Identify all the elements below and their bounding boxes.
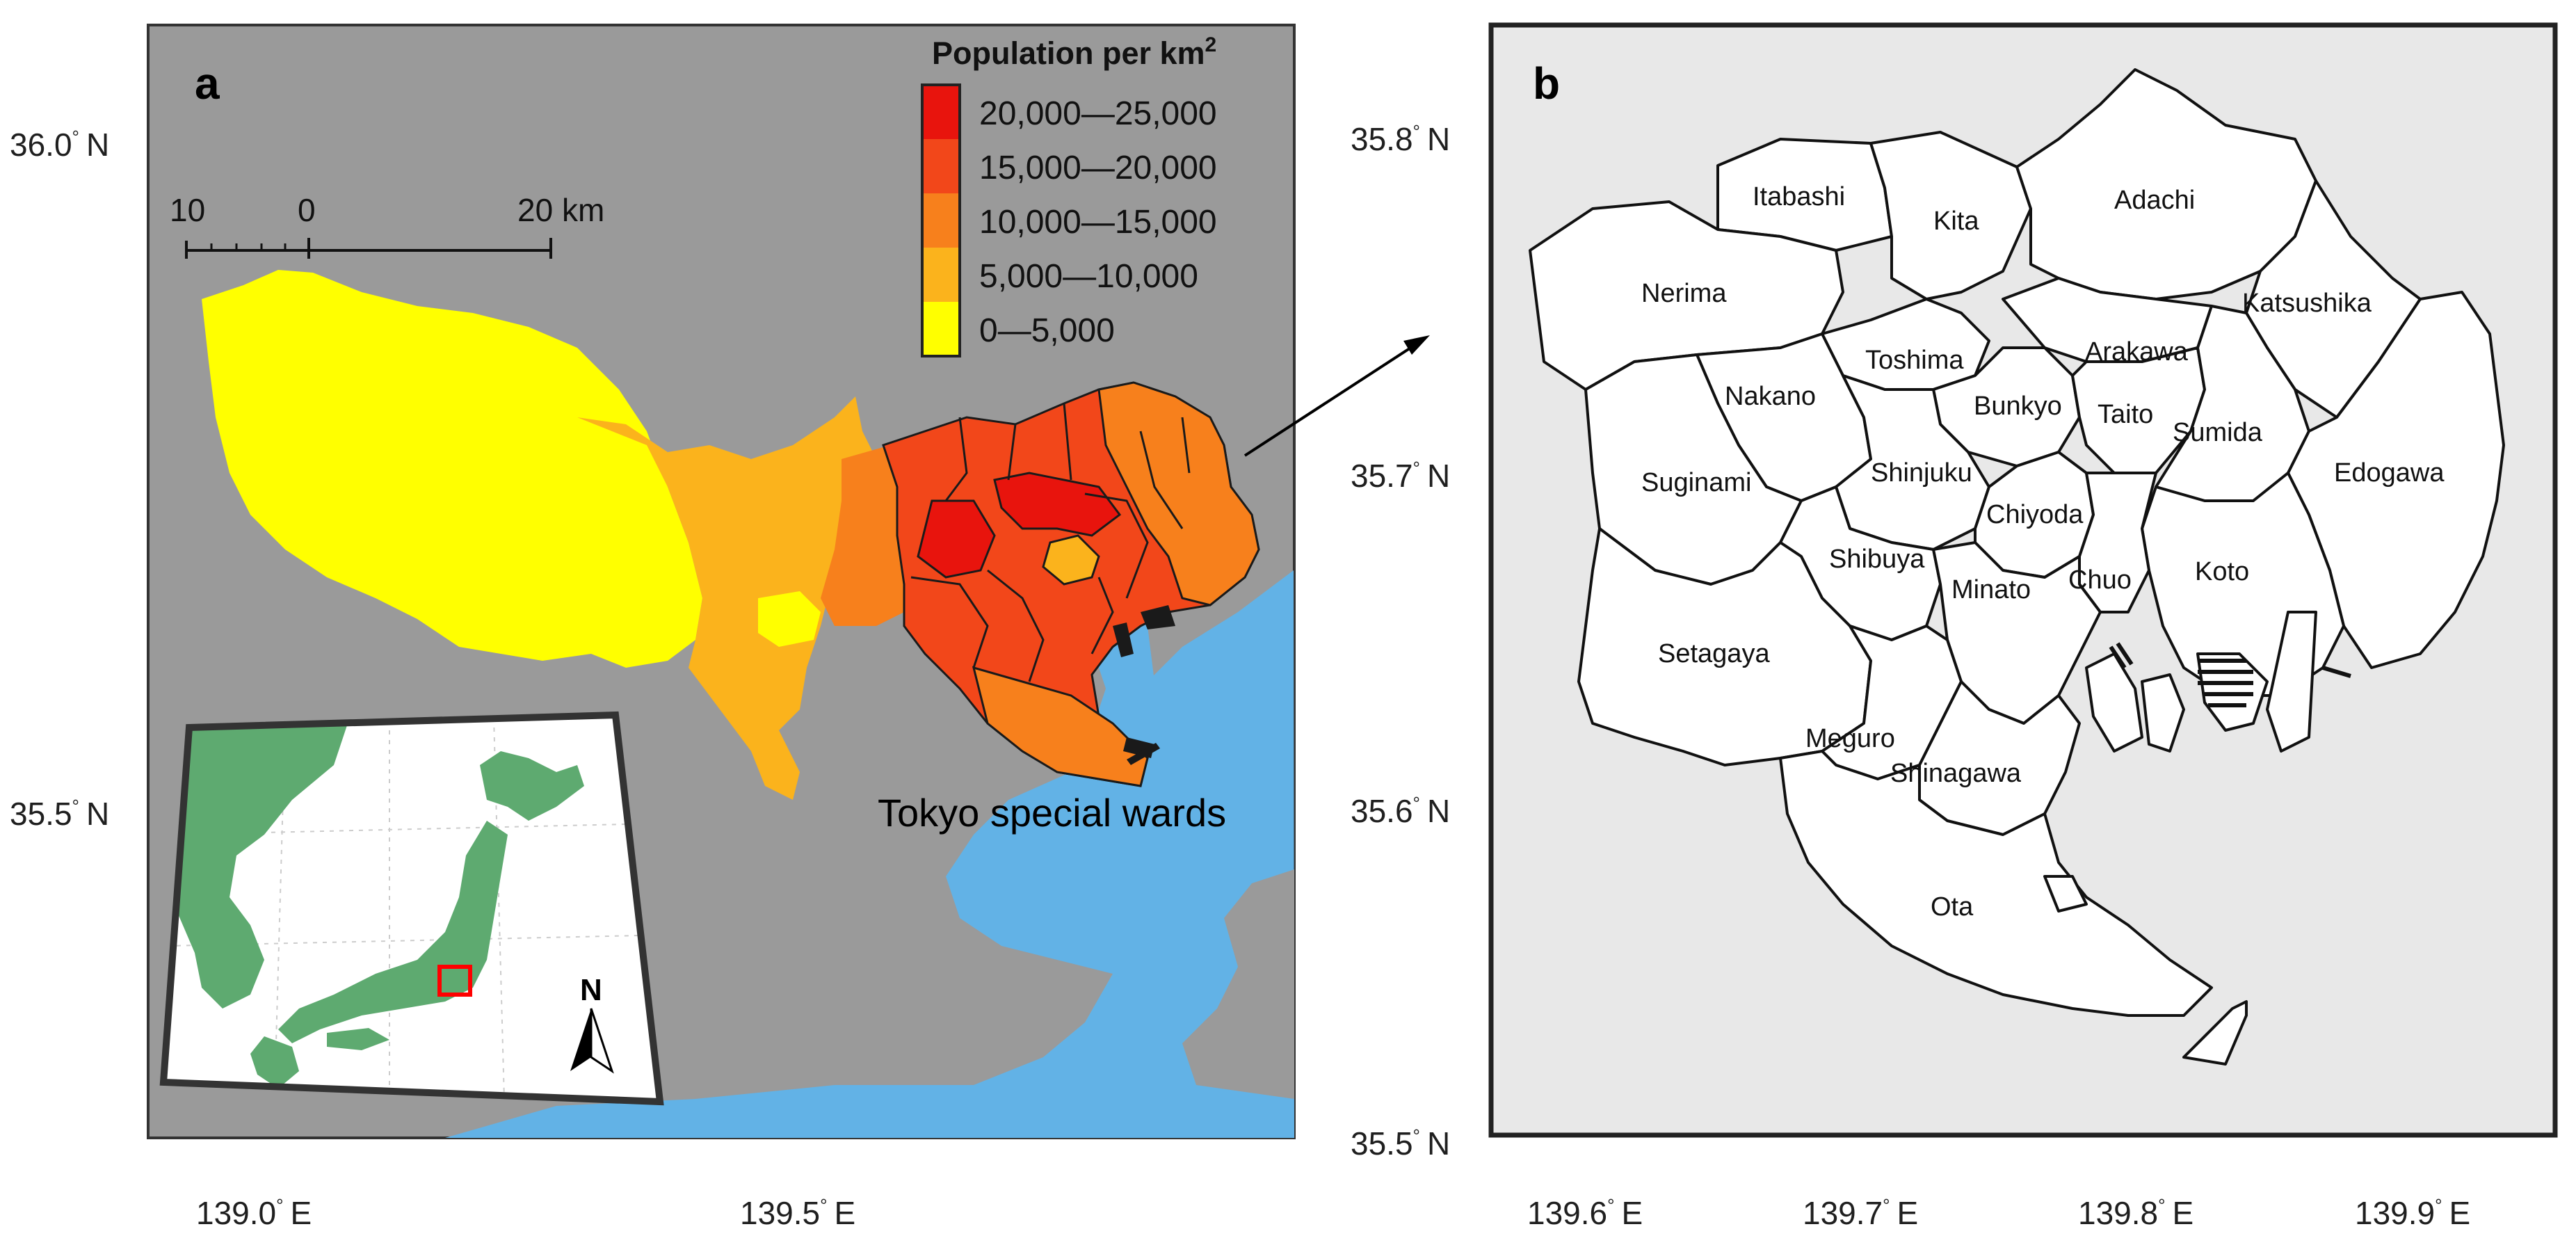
ward-label-taito: Taito — [2098, 400, 2153, 429]
lon-label-b-139-6: 139.6° E — [1527, 1195, 1643, 1231]
ward-label-suginami: Suginami — [1641, 468, 1751, 497]
japan-inset: N — [159, 711, 664, 1106]
legend-swatch — [922, 139, 960, 193]
legend-class-label: 20,000—25,000 — [979, 95, 1217, 132]
scale-bar-left-label: 10 — [170, 192, 205, 228]
tama-middle-region — [577, 396, 876, 800]
ward-label-setagaya: Setagaya — [1658, 639, 1770, 668]
chiyoda-yellow — [1042, 534, 1100, 586]
ward-label-minato: Minato — [1951, 575, 2031, 604]
inset-korea-china — [163, 723, 348, 1009]
inset-frame — [159, 711, 664, 1106]
legend-colorbar-frame — [921, 83, 961, 358]
wards-east-orange — [1097, 381, 1260, 607]
ward-label-koto: Koto — [2195, 557, 2249, 586]
callout-tokyo-special-wards: Tokyo special wards — [878, 791, 1226, 835]
scale-bar-zero-label: 0 — [298, 192, 316, 228]
landfill-island-5 — [2182, 1000, 2248, 1066]
legend-swatch — [922, 85, 960, 139]
bay-barrier — [1127, 743, 1160, 765]
inset-shikoku — [327, 1028, 389, 1050]
ward-shape-kita — [1869, 131, 2032, 300]
legend-swatch — [922, 193, 960, 248]
pier-hatching — [2109, 642, 2351, 707]
ward-labels: Itabashi Kita Adachi Nerima Katsushika T… — [1641, 182, 2445, 922]
ward-label-sumida: Sumida — [2173, 418, 2263, 447]
landfill-island-2 — [2141, 673, 2185, 753]
panel-a: a 10 0 20 km Population per km2 20,000—2… — [10, 24, 1430, 1231]
chiba-land — [1182, 869, 1294, 1099]
north-arrow-icon: N — [570, 973, 614, 1074]
wards-south-orange — [972, 666, 1149, 787]
ward-label-bunkyo: Bunkyo — [1974, 392, 2062, 421]
tama-pocket — [758, 591, 821, 647]
ward-shape-shinjuku — [1835, 374, 1990, 551]
callout-arrow — [1243, 335, 1430, 457]
scale-bar-right-label: 20 km — [517, 192, 604, 228]
legend-title: Population per km2 — [932, 33, 1216, 71]
lat-label-b-35-7: 35.7° N — [1351, 458, 1450, 494]
ward-label-adachi: Adachi — [2114, 186, 2195, 215]
lon-label-a-139-0: 139.0° E — [196, 1195, 312, 1231]
legend-swatch — [922, 302, 960, 356]
ward-label-kita: Kita — [1933, 207, 1979, 236]
ward-label-itabashi: Itabashi — [1753, 182, 1845, 211]
scale-bar: 10 0 20 km — [170, 192, 604, 259]
ward-shape-ota — [1779, 750, 2213, 1017]
reclaimed-land — [1113, 605, 1175, 758]
lat-label-a-35-5: 35.5° N — [10, 796, 109, 832]
ward-label-nerima: Nerima — [1641, 279, 1727, 308]
legend-class-label: 10,000—15,000 — [979, 204, 1217, 241]
panel-a-lat-labels: 36.0° N 35.5° N — [10, 127, 109, 832]
legend-class-label: 5,000—10,000 — [979, 258, 1198, 295]
lat-label-b-35-5: 35.5° N — [1351, 1125, 1450, 1162]
ward-label-toshima: Toshima — [1865, 346, 1964, 375]
lon-label-b-139-9: 139.9° E — [2355, 1195, 2470, 1231]
lat-label-b-35-6: 35.6° N — [1351, 793, 1450, 829]
lat-label-b-35-8: 35.8° N — [1351, 121, 1450, 157]
wards-core-dark — [993, 472, 1122, 537]
inset-honshu — [278, 821, 508, 1043]
lat-label-a-36-0: 36.0° N — [10, 127, 109, 163]
ward-boundaries — [910, 403, 1191, 682]
tama-east-region — [821, 445, 911, 626]
lon-label-a-139-5: 139.5° E — [740, 1195, 855, 1231]
lon-label-b-139-7: 139.7° E — [1803, 1195, 1918, 1231]
ward-label-ota: Ota — [1931, 892, 1974, 922]
legend: Population per km2 20,000—25,000 15,000—2… — [921, 33, 1217, 358]
panel-a-lon-labels: 139.0° E 139.5° E — [196, 1195, 855, 1231]
legend-swatch — [922, 248, 960, 302]
ward-label-edogawa: Edogawa — [2334, 458, 2445, 488]
legend-labels: 20,000—25,000 15,000—20,000 10,000—15,000 5… — [979, 95, 1217, 349]
wards-core-west — [917, 499, 996, 579]
panel-b-label: b — [1533, 58, 1560, 109]
ward-label-katsushika: Katsushika — [2242, 289, 2372, 318]
landfill-island-4 — [2266, 611, 2317, 753]
inset-kyushu — [250, 1036, 299, 1089]
panel-b: b — [1351, 22, 2558, 1231]
legend-swatches — [922, 85, 960, 356]
lon-label-b-139-8: 139.8° E — [2078, 1195, 2193, 1231]
ward-label-shinagawa: Shinagawa — [1890, 759, 2022, 788]
ward-label-arakawa: Arakawa — [2085, 337, 2189, 367]
panel-b-lon-labels: 139.6° E 139.7° E 139.8° E 139.9° E — [1527, 1195, 2470, 1231]
ward-label-shibuya: Shibuya — [1829, 545, 1925, 574]
ward-label-chiyoda: Chiyoda — [1986, 500, 2084, 529]
ward-label-chuo: Chuo — [2068, 565, 2132, 595]
ward-label-shinjuku: Shinjuku — [1871, 458, 1972, 488]
north-arrow-label: N — [580, 973, 602, 1007]
panel-b-lat-labels: 35.8° N 35.7° N 35.6° N 35.5° N — [1351, 121, 1450, 1162]
legend-class-label: 0—5,000 — [979, 312, 1115, 349]
ward-label-nakano: Nakano — [1725, 382, 1816, 411]
ward-shape-chuo — [2078, 472, 2157, 613]
legend-class-label: 15,000—20,000 — [979, 150, 1217, 186]
tama-west-region — [202, 270, 702, 668]
inset-tokyo-highlight — [437, 965, 472, 997]
landfill-island-6 — [2043, 875, 2088, 913]
inset-hokkaido — [480, 751, 584, 821]
panel-a-label: a — [195, 58, 220, 109]
ward-label-meguro: Meguro — [1805, 724, 1895, 753]
